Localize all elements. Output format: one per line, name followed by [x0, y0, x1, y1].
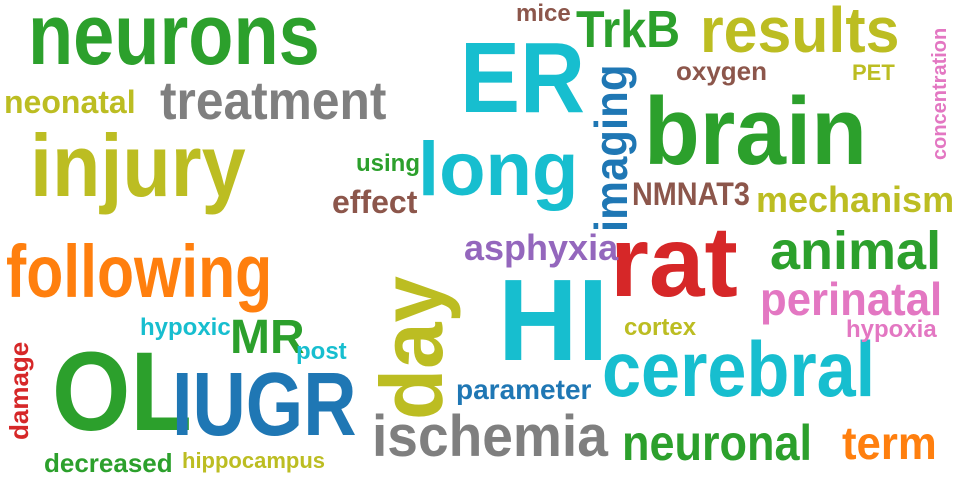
word-injury: injury — [30, 116, 246, 215]
word-trkb: TrkB — [576, 1, 681, 59]
word-decreased: decreased — [44, 448, 173, 478]
word-mechanism: mechanism — [756, 179, 955, 220]
word-rat: rat — [610, 206, 738, 318]
word-cortex: cortex — [624, 314, 697, 341]
word-damage: damage — [4, 341, 34, 440]
word-hypoxic: hypoxic — [140, 314, 231, 341]
word-cerebral: cerebral — [602, 325, 876, 413]
word-brain: brain — [644, 78, 867, 185]
word-concentration: concentration — [929, 27, 951, 160]
word-parameter: parameter — [456, 374, 592, 405]
word-oxygen: oxygen — [676, 56, 768, 86]
word-treatment: treatment — [160, 71, 387, 131]
word-neonatal: neonatal — [4, 84, 136, 120]
word-post: post — [296, 338, 347, 365]
word-hippocampus: hippocampus — [182, 448, 326, 473]
word-iugr: IUGR — [172, 355, 357, 455]
word-day: day — [362, 275, 461, 420]
word-effect: effect — [332, 184, 418, 220]
word-perinatal: perinatal — [760, 273, 943, 325]
word-er: ER — [460, 22, 586, 134]
word-pet: PET — [852, 60, 895, 85]
word-long: long — [418, 127, 579, 212]
word-term: term — [842, 417, 937, 469]
word-following: following — [6, 230, 273, 313]
word-hi: HI — [498, 255, 609, 385]
word-using: using — [356, 150, 420, 177]
word-asphyxia: asphyxia — [464, 227, 619, 268]
word-ol: OL — [52, 329, 192, 454]
word-neuronal: neuronal — [622, 415, 813, 471]
word-results: results — [700, 0, 900, 66]
word-nmnat3: NMNAT3 — [632, 176, 750, 212]
word-neurons: neurons — [28, 0, 320, 83]
word-imaging: imaging — [585, 64, 637, 232]
word-animal: animal — [770, 221, 942, 281]
word-ischemia: ischemia — [372, 404, 608, 469]
word-mice: mice — [516, 0, 571, 27]
word-hypoxia: hypoxia — [846, 316, 937, 343]
word-mr: MR — [230, 311, 305, 364]
